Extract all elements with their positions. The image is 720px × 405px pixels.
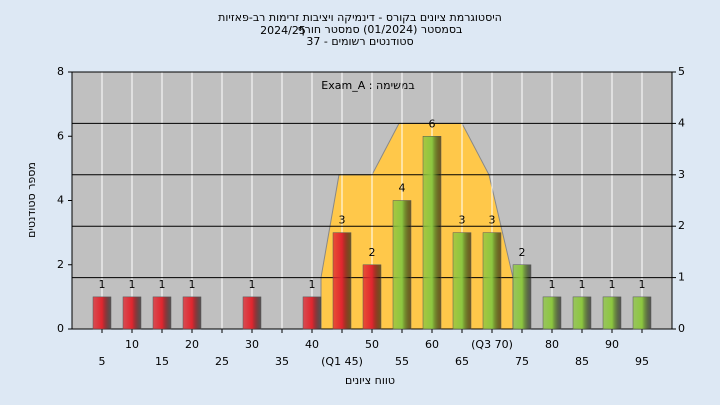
y2-tick-label: 2 <box>678 219 685 232</box>
x-tick-label: 65 <box>455 355 469 368</box>
x-tick-label: 10 <box>125 338 139 351</box>
x-tick-label: 55 <box>395 355 409 368</box>
value-label: 1 <box>309 278 316 291</box>
value-label: 1 <box>249 278 256 291</box>
chart-subtitle: 2024/25 <box>260 24 306 37</box>
bar <box>422 136 442 330</box>
x-tick-label: 35 <box>275 355 289 368</box>
bar <box>302 296 322 330</box>
bar <box>392 200 412 330</box>
x-axis-label: טווח ציונים <box>345 374 395 387</box>
bar <box>482 232 502 330</box>
x-tick-label: 50 <box>365 338 379 351</box>
bar <box>602 296 622 330</box>
value-label: 1 <box>99 278 106 291</box>
y-tick-label: 2 <box>57 258 64 271</box>
annotation: במשימה : Exam_A <box>321 79 414 92</box>
bar <box>182 296 202 330</box>
x-tick-label: (Q1 45) <box>321 355 363 368</box>
bar <box>542 296 562 330</box>
value-label: 1 <box>159 278 166 291</box>
bar <box>152 296 172 330</box>
x-tick-label: 40 <box>305 338 319 351</box>
x-tick-label: 20 <box>185 338 199 351</box>
x-tick-label: 15 <box>155 355 169 368</box>
value-label: 6 <box>429 117 436 130</box>
y-tick-label: 8 <box>57 65 64 78</box>
y-tick-label: 0 <box>57 322 64 335</box>
chart-title: היסטוגרמת ציונים בקורס - דינמיקה ויציבות… <box>218 11 502 24</box>
value-label: 1 <box>639 278 646 291</box>
x-tick-label: 60 <box>425 338 439 351</box>
y2-tick-label: 4 <box>678 116 685 129</box>
x-tick-label: 75 <box>515 355 529 368</box>
chart-subtitle: בסמסטר (01/2024) סמסטר חורף <box>298 23 463 36</box>
x-tick-label: 25 <box>215 355 229 368</box>
value-label: 1 <box>549 278 556 291</box>
bar <box>332 232 352 330</box>
bar <box>92 296 112 330</box>
value-label: 2 <box>369 246 376 259</box>
value-label: 3 <box>489 214 496 227</box>
bar <box>512 264 532 330</box>
value-label: 4 <box>399 182 406 195</box>
value-label: 2 <box>519 246 526 259</box>
x-tick-label: 5 <box>99 355 106 368</box>
y2-tick-label: 1 <box>678 271 685 284</box>
value-label: 3 <box>459 214 466 227</box>
x-tick-label: 95 <box>635 355 649 368</box>
y-tick-label: 6 <box>57 129 64 142</box>
x-tick-label: 85 <box>575 355 589 368</box>
value-label: 1 <box>129 278 136 291</box>
y2-tick-label: 5 <box>678 65 685 78</box>
bar <box>452 232 472 330</box>
bar <box>632 296 652 330</box>
bar <box>572 296 592 330</box>
value-label: 1 <box>579 278 586 291</box>
y-tick-label: 4 <box>57 194 64 207</box>
value-label: 1 <box>189 278 196 291</box>
x-tick-label: 80 <box>545 338 559 351</box>
value-label: 3 <box>339 214 346 227</box>
value-label: 1 <box>609 278 616 291</box>
bar <box>242 296 262 330</box>
bar <box>362 264 382 330</box>
y-axis-label: מספר סטודנטים <box>25 162 38 238</box>
x-tick-label: (Q3 70) <box>471 338 513 351</box>
chart-subtitle: סטודנטים רשומים - 37 <box>306 35 413 48</box>
x-tick-label: 90 <box>605 338 619 351</box>
bar <box>122 296 142 330</box>
y2-tick-label: 0 <box>678 322 685 335</box>
x-tick-label: 30 <box>245 338 259 351</box>
y2-tick-label: 3 <box>678 168 685 181</box>
